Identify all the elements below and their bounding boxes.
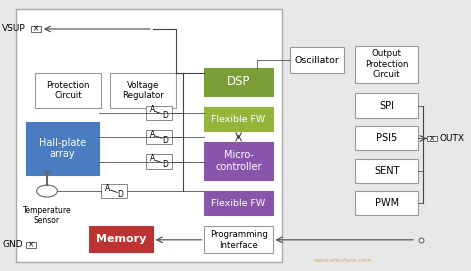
FancyBboxPatch shape bbox=[204, 142, 273, 180]
FancyBboxPatch shape bbox=[355, 46, 418, 83]
Text: D: D bbox=[162, 136, 168, 145]
Text: Flexible FW: Flexible FW bbox=[211, 199, 266, 208]
Text: Flexible FW: Flexible FW bbox=[211, 115, 266, 124]
Text: D: D bbox=[118, 190, 123, 199]
Circle shape bbox=[37, 185, 57, 197]
FancyBboxPatch shape bbox=[35, 73, 101, 108]
Text: GND: GND bbox=[2, 240, 23, 249]
FancyBboxPatch shape bbox=[89, 226, 153, 252]
FancyBboxPatch shape bbox=[146, 154, 171, 169]
FancyBboxPatch shape bbox=[355, 159, 418, 183]
Text: Oscillator: Oscillator bbox=[295, 56, 340, 65]
Text: Programming
Interface: Programming Interface bbox=[210, 230, 268, 250]
Text: Temperature
Sensor: Temperature Sensor bbox=[23, 206, 71, 225]
Text: SENT: SENT bbox=[374, 166, 399, 176]
FancyBboxPatch shape bbox=[290, 47, 344, 73]
Text: A: A bbox=[150, 154, 155, 163]
Text: Hall-plate
array: Hall-plate array bbox=[39, 138, 86, 159]
Text: ×: × bbox=[32, 24, 39, 34]
Text: D: D bbox=[162, 111, 168, 120]
Text: DSP: DSP bbox=[227, 76, 250, 88]
FancyBboxPatch shape bbox=[111, 73, 176, 108]
Text: PSI5: PSI5 bbox=[376, 133, 397, 143]
FancyBboxPatch shape bbox=[204, 68, 273, 96]
FancyBboxPatch shape bbox=[355, 191, 418, 215]
FancyBboxPatch shape bbox=[355, 126, 418, 150]
FancyBboxPatch shape bbox=[16, 9, 282, 262]
FancyBboxPatch shape bbox=[31, 26, 41, 32]
FancyBboxPatch shape bbox=[204, 191, 273, 215]
FancyBboxPatch shape bbox=[101, 184, 127, 198]
FancyBboxPatch shape bbox=[146, 130, 171, 144]
Text: Protection
Circuit: Protection Circuit bbox=[47, 81, 90, 101]
Text: ×: × bbox=[429, 134, 435, 143]
Text: A: A bbox=[150, 130, 155, 138]
FancyBboxPatch shape bbox=[204, 226, 273, 253]
Text: Voltage
Regulator: Voltage Regulator bbox=[122, 81, 164, 101]
Text: A: A bbox=[150, 105, 155, 114]
Text: Memory: Memory bbox=[96, 234, 146, 244]
Text: SPI: SPI bbox=[379, 101, 394, 111]
Text: D: D bbox=[162, 160, 168, 169]
Text: A: A bbox=[105, 184, 110, 193]
FancyBboxPatch shape bbox=[355, 93, 418, 118]
Text: VSUP: VSUP bbox=[2, 24, 26, 33]
Text: OUTX: OUTX bbox=[439, 134, 464, 143]
Text: Output
Protection
Circuit: Output Protection Circuit bbox=[365, 50, 408, 79]
FancyBboxPatch shape bbox=[26, 242, 36, 248]
FancyBboxPatch shape bbox=[146, 106, 171, 120]
Text: www.elecfans.com: www.elecfans.com bbox=[314, 258, 373, 263]
Text: ×: × bbox=[28, 240, 34, 249]
Text: PWM: PWM bbox=[374, 198, 399, 208]
FancyBboxPatch shape bbox=[427, 136, 437, 141]
Text: Micro-
controller: Micro- controller bbox=[215, 150, 262, 172]
FancyBboxPatch shape bbox=[26, 122, 99, 175]
FancyBboxPatch shape bbox=[204, 107, 273, 131]
